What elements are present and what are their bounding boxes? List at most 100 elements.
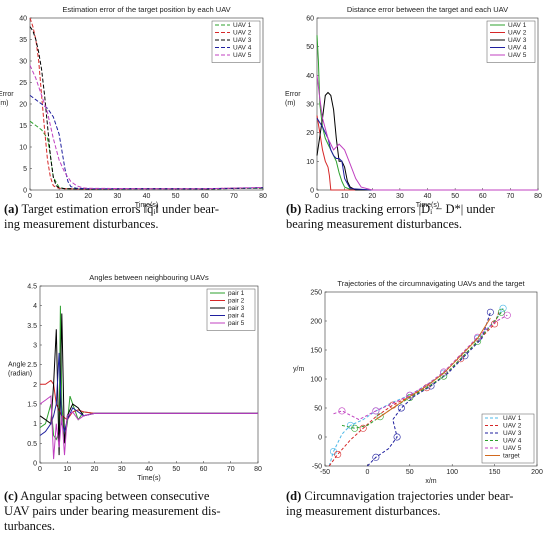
y-tick-label-c: 1 xyxy=(33,421,37,428)
y-axis-label-a: Error xyxy=(0,91,14,98)
caption-b-line2: bearing measurement disturbances. xyxy=(286,217,462,231)
panel-d: Trajectories of the circumnavigating UAV… xyxy=(275,268,550,485)
chart-title-d: Trajectories of the circumnavigating UAV… xyxy=(337,279,525,288)
y-tick-label-a: 15 xyxy=(19,123,27,130)
caption-b-line1: Radius tracking errors |Dᵢ − D*| under xyxy=(301,202,495,216)
uav-marker-5 xyxy=(406,391,414,399)
x-tick-label-c: 0 xyxy=(38,466,42,473)
caption-d: (d) Circumnavigation trajectories under … xyxy=(286,489,550,519)
x-tick-label-a: 70 xyxy=(230,193,238,200)
y-tick-label-b: 20 xyxy=(306,130,314,137)
caption-b-label: (b) xyxy=(286,202,302,216)
uav-marker-3 xyxy=(372,453,380,461)
uav-marker-4 xyxy=(376,413,384,421)
legend-label-c-4: pair 4 xyxy=(228,313,245,320)
y-axis-label-a: (m) xyxy=(0,100,9,107)
legend-box-c xyxy=(206,288,256,331)
x-tick-label-c: 60 xyxy=(200,466,208,473)
y-tick-label-c: 3 xyxy=(33,343,37,350)
series-line-a-4 xyxy=(29,94,264,190)
legend-label-d-3: UAV 3 xyxy=(503,430,522,437)
series-line-d-6 xyxy=(375,317,491,421)
caption-c-line1: Angular spacing between consecutive xyxy=(17,489,210,503)
y-axis-label-b: (m) xyxy=(285,100,296,107)
x-tick-label-d: 200 xyxy=(531,469,543,476)
y-tick-label-a: 35 xyxy=(19,37,27,44)
legend-label-a-2: UAV 2 xyxy=(233,30,252,37)
x-tick-label-a: 20 xyxy=(84,193,92,200)
y-tick-label-c: 0.5 xyxy=(27,441,37,448)
legend-label-c-2: pair 2 xyxy=(228,298,245,305)
series-line-d-4 xyxy=(341,311,502,429)
legend-label-c-5: pair 5 xyxy=(228,320,245,327)
x-tick-label-b: 0 xyxy=(315,193,319,200)
y-tick-label-b: 0 xyxy=(310,188,314,195)
x-tick-label-a: 30 xyxy=(113,193,121,200)
chart-title-a: Estimation error of the target position … xyxy=(62,5,230,14)
x-tick-label-a: 50 xyxy=(172,193,180,200)
caption-c-label: (c) xyxy=(4,489,18,503)
y-tick-label-a: 20 xyxy=(19,102,27,109)
legend-label-d-1: UAV 1 xyxy=(503,415,522,422)
legend-label-c-1: pair 1 xyxy=(228,290,245,297)
y-tick-label-a: 0 xyxy=(23,188,27,195)
uav-marker-3 xyxy=(397,404,405,412)
panel-b: Distance error between the target and ea… xyxy=(275,0,550,209)
y-tick-label-d: 100 xyxy=(310,377,322,384)
series-line-d-1 xyxy=(328,307,504,467)
x-tick-label-a: 0 xyxy=(28,193,32,200)
x-tick-label-c: 20 xyxy=(91,466,99,473)
uav-marker-4 xyxy=(406,394,414,402)
legend-label-b-3: UAV 3 xyxy=(508,37,527,44)
uav-marker-5 xyxy=(372,407,380,415)
legend-label-c-3: pair 3 xyxy=(228,305,245,312)
x-axis-label-b: Time(s) xyxy=(416,202,439,209)
y-tick-label-a: 25 xyxy=(19,80,27,87)
x-tick-label-b: 60 xyxy=(479,193,487,200)
chart-title-c: Angles between neighbouring UAVs xyxy=(89,273,209,282)
caption-d-line1: Circumnavigation trajectories under bear… xyxy=(301,489,514,503)
x-tick-label-c: 70 xyxy=(227,466,235,473)
y-tick-label-a: 5 xyxy=(23,166,27,173)
y-axis-label-c: Angle xyxy=(8,362,26,369)
y-tick-label-b: 30 xyxy=(306,102,314,109)
y-tick-label-b: 60 xyxy=(306,16,314,23)
uav-marker-2 xyxy=(359,424,367,432)
panel-c: Angles between neighbouring UAVs 0 10 20 30 4… xyxy=(0,268,275,482)
y-tick-label-a: 30 xyxy=(19,59,27,66)
uav-marker-3 xyxy=(393,433,401,441)
series-line-d-3 xyxy=(367,312,491,467)
legend-label-b-5: UAV 5 xyxy=(508,52,527,59)
y-tick-label-b: 50 xyxy=(306,44,314,51)
x-tick-label-c: 40 xyxy=(145,466,153,473)
legend-label-a-5: UAV 5 xyxy=(233,52,252,59)
x-tick-label-b: 50 xyxy=(451,193,459,200)
legend-box-d xyxy=(481,413,535,464)
x-tick-label-b: 70 xyxy=(506,193,514,200)
uav-marker-5 xyxy=(474,333,482,341)
y-tick-label-a: 10 xyxy=(19,145,27,152)
x-axis-label-c: Time(s) xyxy=(137,475,160,482)
caption-a: (a) Target estimation errors ‖q̃ᵢ‖ under… xyxy=(4,202,274,232)
chart-a: Estimation error of the target position … xyxy=(0,5,267,209)
y-tick-label-d: 150 xyxy=(310,348,322,355)
legend-box-a xyxy=(211,20,261,63)
y-axis-label-b: Error xyxy=(285,91,301,98)
uav-marker-3 xyxy=(461,352,469,360)
x-axis-label-d: x/m xyxy=(425,478,436,485)
x-tick-label-a: 10 xyxy=(55,193,63,200)
legend-label-d-6: target xyxy=(503,453,520,460)
y-tick-label-c: 3.5 xyxy=(27,323,37,330)
y-tick-label-c: 4.5 xyxy=(27,284,37,291)
caption-a-label: (a) xyxy=(4,202,19,216)
y-tick-label-c: 1.5 xyxy=(27,402,37,409)
caption-a-line2: ing measurement disturbances. xyxy=(4,217,159,231)
chart-d: Trajectories of the circumnavigating UAV… xyxy=(293,279,543,485)
x-tick-label-b: 40 xyxy=(424,193,432,200)
series-line-a-1 xyxy=(29,120,264,190)
x-tick-label-d: 150 xyxy=(489,469,501,476)
y-tick-label-d: 200 xyxy=(310,319,322,326)
series-line-b-5 xyxy=(316,75,538,191)
legend-label-d-4: UAV 4 xyxy=(503,438,522,445)
